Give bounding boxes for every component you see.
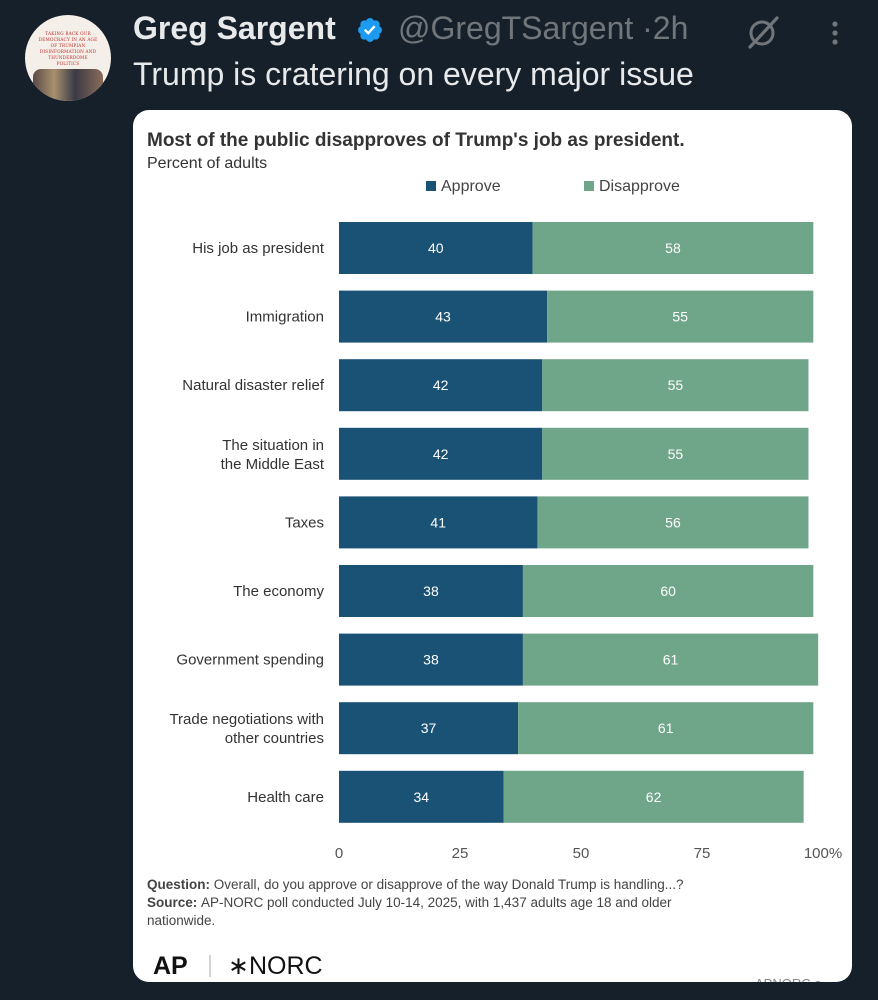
more-options-icon[interactable] (820, 18, 850, 48)
data-label-approve: 34 (413, 789, 429, 805)
category-label: Immigration (246, 309, 324, 326)
bar-approve (339, 496, 538, 549)
legend-label-approve: Approve (441, 178, 501, 195)
bar-disapprove (542, 427, 809, 480)
x-tick-label: 100% (804, 845, 842, 862)
category-label: The situation in (222, 437, 324, 454)
category-label: the Middle East (221, 456, 325, 473)
legend-swatch-disapprove (584, 181, 594, 191)
chart-subtitle: Percent of adults (147, 155, 267, 172)
x-tick-label: 50 (573, 845, 590, 862)
bar-approve (339, 565, 523, 617)
data-label-approve: 40 (428, 240, 444, 256)
data-label-disapprove: 56 (665, 514, 681, 530)
apnorc-url-corner: APNORC.o (755, 976, 821, 982)
category-label: Health care (247, 789, 324, 806)
category-label: Taxes (285, 514, 324, 531)
data-label-disapprove: 61 (658, 720, 674, 736)
bar-approve (339, 359, 543, 412)
bar-disapprove (522, 633, 819, 686)
data-label-disapprove: 60 (660, 583, 676, 599)
data-label-approve: 38 (423, 652, 439, 668)
tweet-timestamp[interactable]: 2h (652, 10, 689, 46)
x-tick-label: 0 (335, 845, 343, 862)
bar-disapprove (518, 702, 814, 755)
norc-logo: ∗NORC (228, 952, 323, 980)
chart-title: Most of the public disapproves of Trump'… (147, 130, 685, 151)
ap-logo: AP (153, 952, 188, 980)
grok-icon[interactable] (746, 15, 780, 49)
author-handle[interactable]: @GregTSargent (398, 10, 634, 46)
data-label-disapprove: 55 (668, 377, 684, 393)
verified-badge-icon (358, 18, 382, 42)
x-tick-label: 75 (694, 845, 711, 862)
bar-approve (339, 770, 504, 823)
bar-disapprove (503, 770, 804, 823)
bar-approve (339, 633, 523, 686)
bar-disapprove (542, 359, 809, 412)
bar-approve (339, 427, 543, 480)
category-label: Natural disaster relief (182, 377, 325, 394)
category-label: Trade negotiations with (169, 711, 324, 728)
chart: Most of the public disapproves of Trump'… (147, 130, 842, 982)
category-label: other countries (225, 730, 324, 747)
bar-disapprove (547, 290, 814, 343)
separator-dot: · (642, 10, 653, 46)
data-label-disapprove: 61 (663, 652, 679, 668)
data-label-disapprove: 55 (668, 446, 684, 462)
avatar-book-image (33, 69, 103, 101)
data-label-approve: 37 (421, 720, 437, 736)
avatar-book-text: TAKING BACK OUR DEMOCRACY IN AN AGE OF T… (38, 31, 98, 66)
category-label: Government spending (176, 652, 324, 669)
data-label-approve: 42 (433, 446, 449, 462)
bar-disapprove (532, 222, 814, 274)
chart-image-card[interactable]: Most of the public disapproves of Trump'… (133, 110, 852, 982)
legend-swatch-approve (426, 181, 436, 191)
bar-approve (339, 702, 519, 755)
data-label-disapprove: 55 (672, 309, 688, 325)
data-label-approve: 42 (433, 377, 449, 393)
data-label-disapprove: 62 (646, 789, 662, 805)
data-label-disapprove: 58 (665, 240, 681, 256)
data-label-approve: 38 (423, 583, 439, 599)
bar-approve (339, 222, 533, 274)
source-note-continued: nationwide. (147, 913, 215, 928)
data-label-approve: 43 (435, 309, 451, 325)
author-name[interactable]: Greg Sargent (133, 10, 336, 46)
bar-disapprove (537, 496, 809, 549)
category-label: His job as president (192, 240, 325, 257)
data-label-approve: 41 (430, 514, 446, 530)
author-avatar[interactable]: TAKING BACK OUR DEMOCRACY IN AN AGE OF T… (25, 15, 111, 101)
x-tick-label: 25 (452, 845, 469, 862)
category-label: The economy (233, 583, 324, 600)
legend-label-disapprove: Disapprove (599, 178, 680, 195)
author-handle-and-time[interactable]: @GregTSargent ·2h (398, 10, 688, 47)
tweet-text: Trump is cratering on every major issue (133, 56, 694, 92)
bar-disapprove (522, 565, 814, 617)
source-note: Source: AP-NORC poll conducted July 10-1… (147, 895, 672, 910)
question-note: Question: Overall, do you approve or dis… (147, 877, 684, 892)
bar-approve (339, 290, 548, 343)
